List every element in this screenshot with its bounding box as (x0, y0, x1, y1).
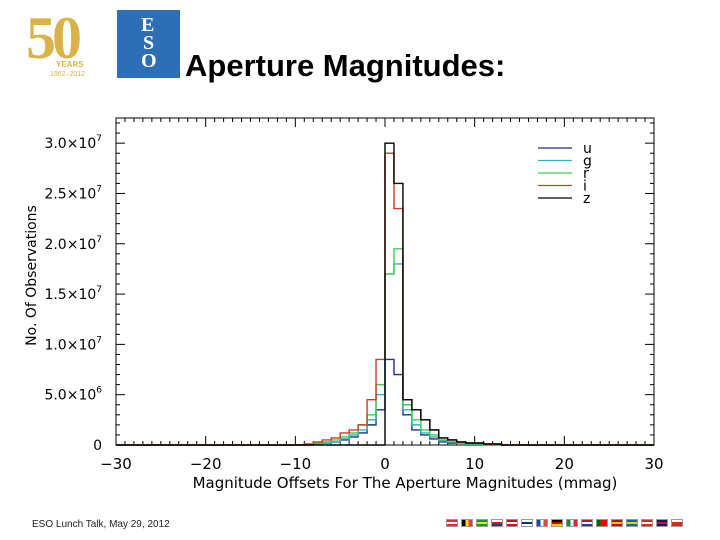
x-tick-label: 30 (644, 455, 663, 473)
x-tick-label: 20 (555, 455, 574, 473)
flag-switzerland-icon (641, 519, 653, 527)
y-tick-label: 2.5×107 (44, 184, 102, 202)
flag-france-icon (536, 519, 548, 527)
slide-title: Aperture Magnitudes: (185, 48, 506, 83)
series-z-line (116, 142, 654, 446)
flag-belgium-icon (461, 519, 473, 527)
x-tick-label: −10 (280, 455, 312, 473)
flag-austria-icon (446, 519, 458, 527)
legend-label-g: g (583, 154, 592, 170)
flag-denmark-icon (506, 519, 518, 527)
flag-brazil-icon (476, 519, 488, 527)
logo-number: 50 (26, 5, 82, 71)
y-axis-label: No. Of Observations (24, 205, 40, 346)
logo-years-label: YEARS (56, 60, 84, 69)
flag-spain-icon (611, 519, 623, 527)
legend-label-u: u (583, 141, 592, 157)
legend-label-r: r (583, 166, 589, 182)
x-tick-label: −30 (100, 455, 132, 473)
flag-czech-icon (491, 519, 503, 527)
flag-germany-icon (551, 519, 563, 527)
logo-year-range: 1962–2012 (50, 71, 86, 78)
legend-label-z: z (583, 191, 590, 207)
flag-portugal-icon (596, 519, 608, 527)
logo-letter-s: S (143, 32, 155, 54)
legend-label-i: i (583, 179, 587, 195)
flag-italy-icon (566, 519, 578, 527)
x-axis-label: Magnitude Offsets For The Aperture Magni… (193, 474, 618, 492)
flag-netherlands-icon (581, 519, 593, 527)
flag-sweden-icon (626, 519, 638, 527)
x-tick-label: −20 (190, 455, 222, 473)
flag-finland-icon (521, 519, 533, 527)
y-tick-label: 2.0×107 (44, 235, 102, 253)
x-tick-label: 0 (380, 455, 390, 473)
flag-uk-icon (656, 519, 668, 527)
y-tick-label: 0 (93, 438, 102, 454)
x-tick-label: 10 (465, 455, 484, 473)
flag-chile-icon (671, 519, 683, 527)
eso-logo-box: E S O (117, 10, 180, 78)
logo-letter-e: E (141, 14, 155, 36)
y-tick-label: 1.5×107 (44, 285, 102, 303)
y-tick-label: 5.0×106 (44, 386, 102, 404)
eso-50-years-logo: 50 YEARS 1962–2012 E S O (26, 5, 180, 80)
footer-text: ESO Lunch Talk, May 29, 2012 (32, 519, 170, 530)
y-tick-label: 1.0×107 (44, 335, 102, 353)
y-tick-label: 3.0×107 (44, 134, 102, 152)
country-flags (446, 519, 683, 529)
logo-letter-o: O (141, 50, 157, 72)
